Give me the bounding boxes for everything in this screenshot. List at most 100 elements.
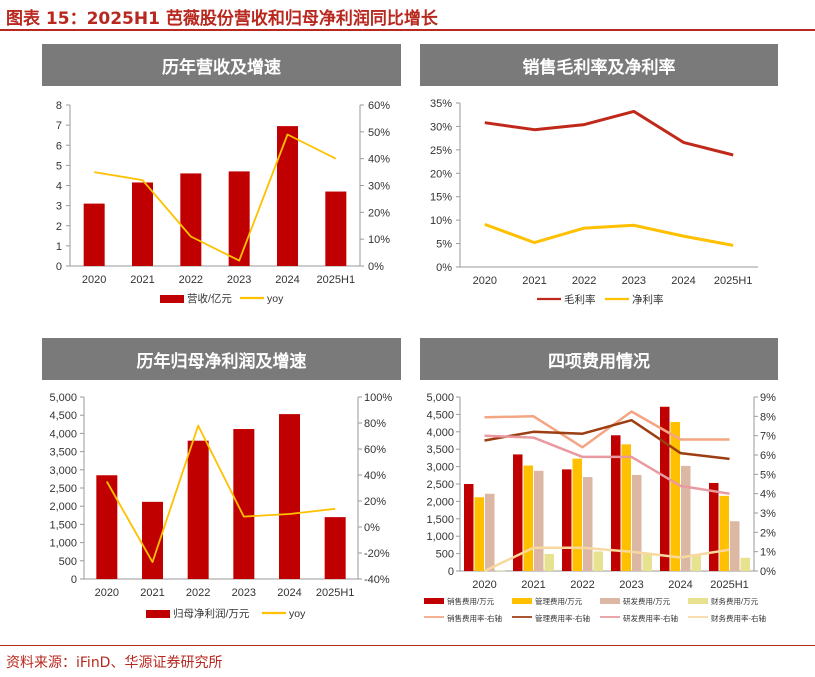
expenses-x-tick-label: 2022 bbox=[570, 579, 594, 591]
expenses-bar bbox=[523, 465, 533, 571]
revenue-legend-swatch bbox=[160, 295, 184, 303]
revenue-right-tick-label: 10% bbox=[368, 234, 390, 246]
expenses-bar bbox=[691, 553, 701, 571]
profit-left-tick-label: 4,500 bbox=[49, 410, 77, 422]
expenses-legend-swatch bbox=[600, 598, 620, 604]
profit-x-tick-label: 2021 bbox=[140, 587, 164, 599]
margin-x-tick-label: 2022 bbox=[572, 275, 596, 287]
profit-left-tick-label: 3,000 bbox=[49, 465, 77, 477]
profit-x-tick-label: 2022 bbox=[186, 587, 210, 599]
revenue-x-tick-label: 2020 bbox=[82, 274, 106, 286]
expenses-right-tick-label: 4% bbox=[760, 489, 776, 501]
figure-title: 图表 15：2025H1 芭薇股份营收和归母净利润同比增长 bbox=[6, 9, 438, 29]
profit-left-tick-label: 1,000 bbox=[49, 538, 77, 550]
expenses-series-line bbox=[484, 418, 730, 461]
expenses-legend-label: 管理费用/万元 bbox=[535, 596, 583, 606]
expenses-bar bbox=[719, 495, 729, 571]
expenses-legend-label: 研发费用/万元 bbox=[623, 596, 671, 606]
expenses-bar bbox=[660, 406, 670, 571]
expenses-right-tick-label: 3% bbox=[760, 508, 776, 520]
profit-x-tick-label: 2020 bbox=[95, 587, 119, 599]
expenses-right-tick-label: 2% bbox=[760, 527, 776, 539]
profit-bar bbox=[96, 475, 118, 579]
expenses-bar bbox=[513, 454, 523, 571]
profit-right-tick-label: -40% bbox=[364, 574, 390, 586]
panel-header-margin: 销售毛利率及净利率 bbox=[420, 44, 778, 86]
revenue-bar bbox=[132, 182, 153, 266]
expenses-bar bbox=[544, 553, 554, 571]
source-rule bbox=[0, 645, 815, 646]
expenses-right-tick-label: 8% bbox=[760, 411, 776, 423]
profit-legend-label: yoy bbox=[289, 608, 306, 620]
expenses-bar bbox=[611, 435, 621, 571]
profit-bar bbox=[187, 440, 209, 579]
revenue-right-tick-label: 0% bbox=[368, 261, 384, 273]
expenses-x-tick-label: 2025H1 bbox=[710, 579, 749, 591]
margin-left-tick-label: 0% bbox=[436, 262, 452, 274]
expenses-left-tick-label: 2,500 bbox=[426, 479, 454, 491]
expenses-bar bbox=[740, 557, 750, 571]
revenue-bar bbox=[228, 171, 250, 266]
revenue-bar bbox=[180, 173, 202, 266]
profit-left-tick-label: 500 bbox=[59, 556, 77, 568]
profit-right-tick-label: 40% bbox=[364, 470, 386, 482]
profit-right-tick-label: 0% bbox=[364, 522, 380, 534]
expenses-legend-swatch bbox=[512, 598, 532, 604]
profit-left-tick-label: 5,000 bbox=[49, 392, 77, 404]
expenses-left-tick-label: 2,000 bbox=[426, 496, 454, 508]
expenses-x-tick-label: 2024 bbox=[668, 579, 692, 591]
revenue-left-tick-label: 3 bbox=[56, 201, 62, 213]
panel-header-expenses: 四项费用情况 bbox=[420, 338, 778, 380]
margin-x-tick-label: 2021 bbox=[522, 275, 546, 287]
margin-x-tick-label: 2025H1 bbox=[714, 275, 753, 287]
revenue-series-line bbox=[94, 133, 337, 262]
panel-header-profit: 历年归母净利润及增速 bbox=[42, 338, 401, 380]
expenses-left-tick-label: 3,000 bbox=[426, 462, 454, 474]
profit-left-tick-label: 1,500 bbox=[49, 519, 77, 531]
expenses-series-line bbox=[484, 410, 730, 449]
profit-bar bbox=[233, 429, 255, 579]
profit-left-tick-label: 2,500 bbox=[49, 483, 77, 495]
revenue-x-tick-label: 2021 bbox=[130, 274, 154, 286]
expenses-left-tick-label: 4,000 bbox=[426, 427, 454, 439]
margin-x-tick-label: 2024 bbox=[671, 275, 695, 287]
margin-legend-label: 净利率 bbox=[632, 293, 664, 306]
expenses-left-tick-label: 0 bbox=[448, 566, 454, 578]
margin-left-tick-label: 25% bbox=[430, 145, 452, 157]
expenses-x-tick-label: 2023 bbox=[619, 579, 643, 591]
revenue-right-tick-label: 50% bbox=[368, 127, 390, 139]
profit-series-line bbox=[106, 424, 336, 563]
expenses-bar bbox=[621, 444, 631, 571]
expenses-left-tick-label: 500 bbox=[436, 549, 454, 561]
revenue-bar bbox=[325, 191, 347, 266]
revenue-left-tick-label: 4 bbox=[56, 181, 62, 193]
expenses-legend-label: 管理费用率-右轴 bbox=[535, 613, 590, 623]
revenue-left-tick-label: 0 bbox=[56, 261, 62, 273]
profit-x-tick-label: 2025H1 bbox=[316, 587, 355, 599]
expenses-x-tick-label: 2020 bbox=[472, 579, 496, 591]
revenue-x-tick-label: 2022 bbox=[179, 274, 203, 286]
revenue-right-tick-label: 30% bbox=[368, 181, 390, 193]
expenses-legend-label: 财务费用/万元 bbox=[711, 596, 759, 606]
expenses-bar bbox=[593, 551, 603, 571]
profit-x-tick-label: 2024 bbox=[277, 587, 301, 599]
expenses-bar bbox=[583, 477, 593, 571]
revenue-left-tick-label: 5 bbox=[56, 160, 62, 172]
title-rule bbox=[0, 29, 815, 31]
expenses-bar bbox=[709, 482, 719, 571]
margin-left-tick-label: 15% bbox=[430, 192, 452, 204]
revenue-x-tick-label: 2025H1 bbox=[317, 274, 356, 286]
expenses-left-tick-label: 3,500 bbox=[426, 444, 454, 456]
margin-x-tick-label: 2020 bbox=[473, 275, 497, 287]
margin-legend-label: 毛利率 bbox=[564, 293, 596, 306]
margin-left-tick-label: 10% bbox=[430, 215, 452, 227]
expenses-x-tick-label: 2021 bbox=[521, 579, 545, 591]
expenses-series-line bbox=[484, 434, 730, 495]
profit-right-tick-label: 80% bbox=[364, 418, 386, 430]
panel-header-revenue: 历年营收及增速 bbox=[42, 44, 401, 86]
expenses-bar bbox=[562, 469, 572, 571]
expenses-bar bbox=[572, 458, 582, 571]
margin-left-tick-label: 30% bbox=[430, 121, 452, 133]
profit-right-tick-label: 100% bbox=[364, 392, 392, 404]
profit-left-tick-label: 3,500 bbox=[49, 447, 77, 459]
